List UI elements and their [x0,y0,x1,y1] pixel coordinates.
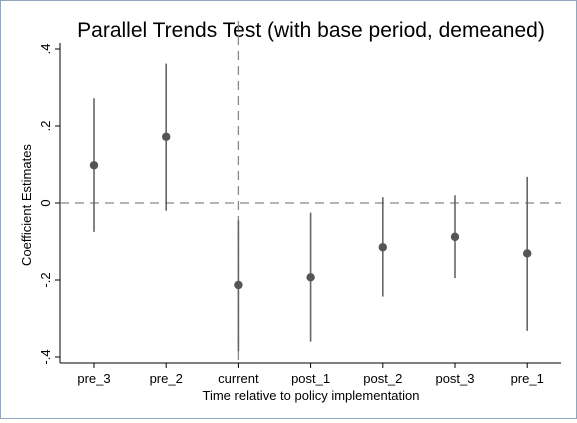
coefficient-point [378,243,387,252]
x-tick-label: pre_2 [150,371,183,386]
y-tick-label: .4 [38,44,53,55]
y-tick-label: -.2 [38,272,53,287]
x-tick-label: post_3 [435,371,474,386]
chart-title: Parallel Trends Test (with base period, … [77,19,545,42]
y-axis-label: Coefficient Estimates [19,144,34,266]
coefficient-point [89,161,99,170]
coefficient-point [450,232,460,242]
x-tick-label: current [218,371,259,386]
coefficient-point [306,273,315,282]
x-axis-label: Time relative to policy implementation [203,388,420,403]
x-tick-label: pre_1 [511,371,544,386]
x-tick-label: pre_3 [77,371,110,386]
coefficient-point [523,249,532,258]
y-tick-label: .2 [38,121,53,132]
y-tick-label: -.4 [38,349,53,364]
y-tick-label: 0 [38,199,53,206]
coefficient-point [162,132,171,141]
plot-area: .4 .2 0 -.2 -.4 pre_3 pre_2 current post_1 post_2… [38,21,561,386]
x-tick-label: post_1 [291,371,330,386]
x-tick-label: post_2 [363,371,402,386]
coefficient-point [234,280,243,290]
